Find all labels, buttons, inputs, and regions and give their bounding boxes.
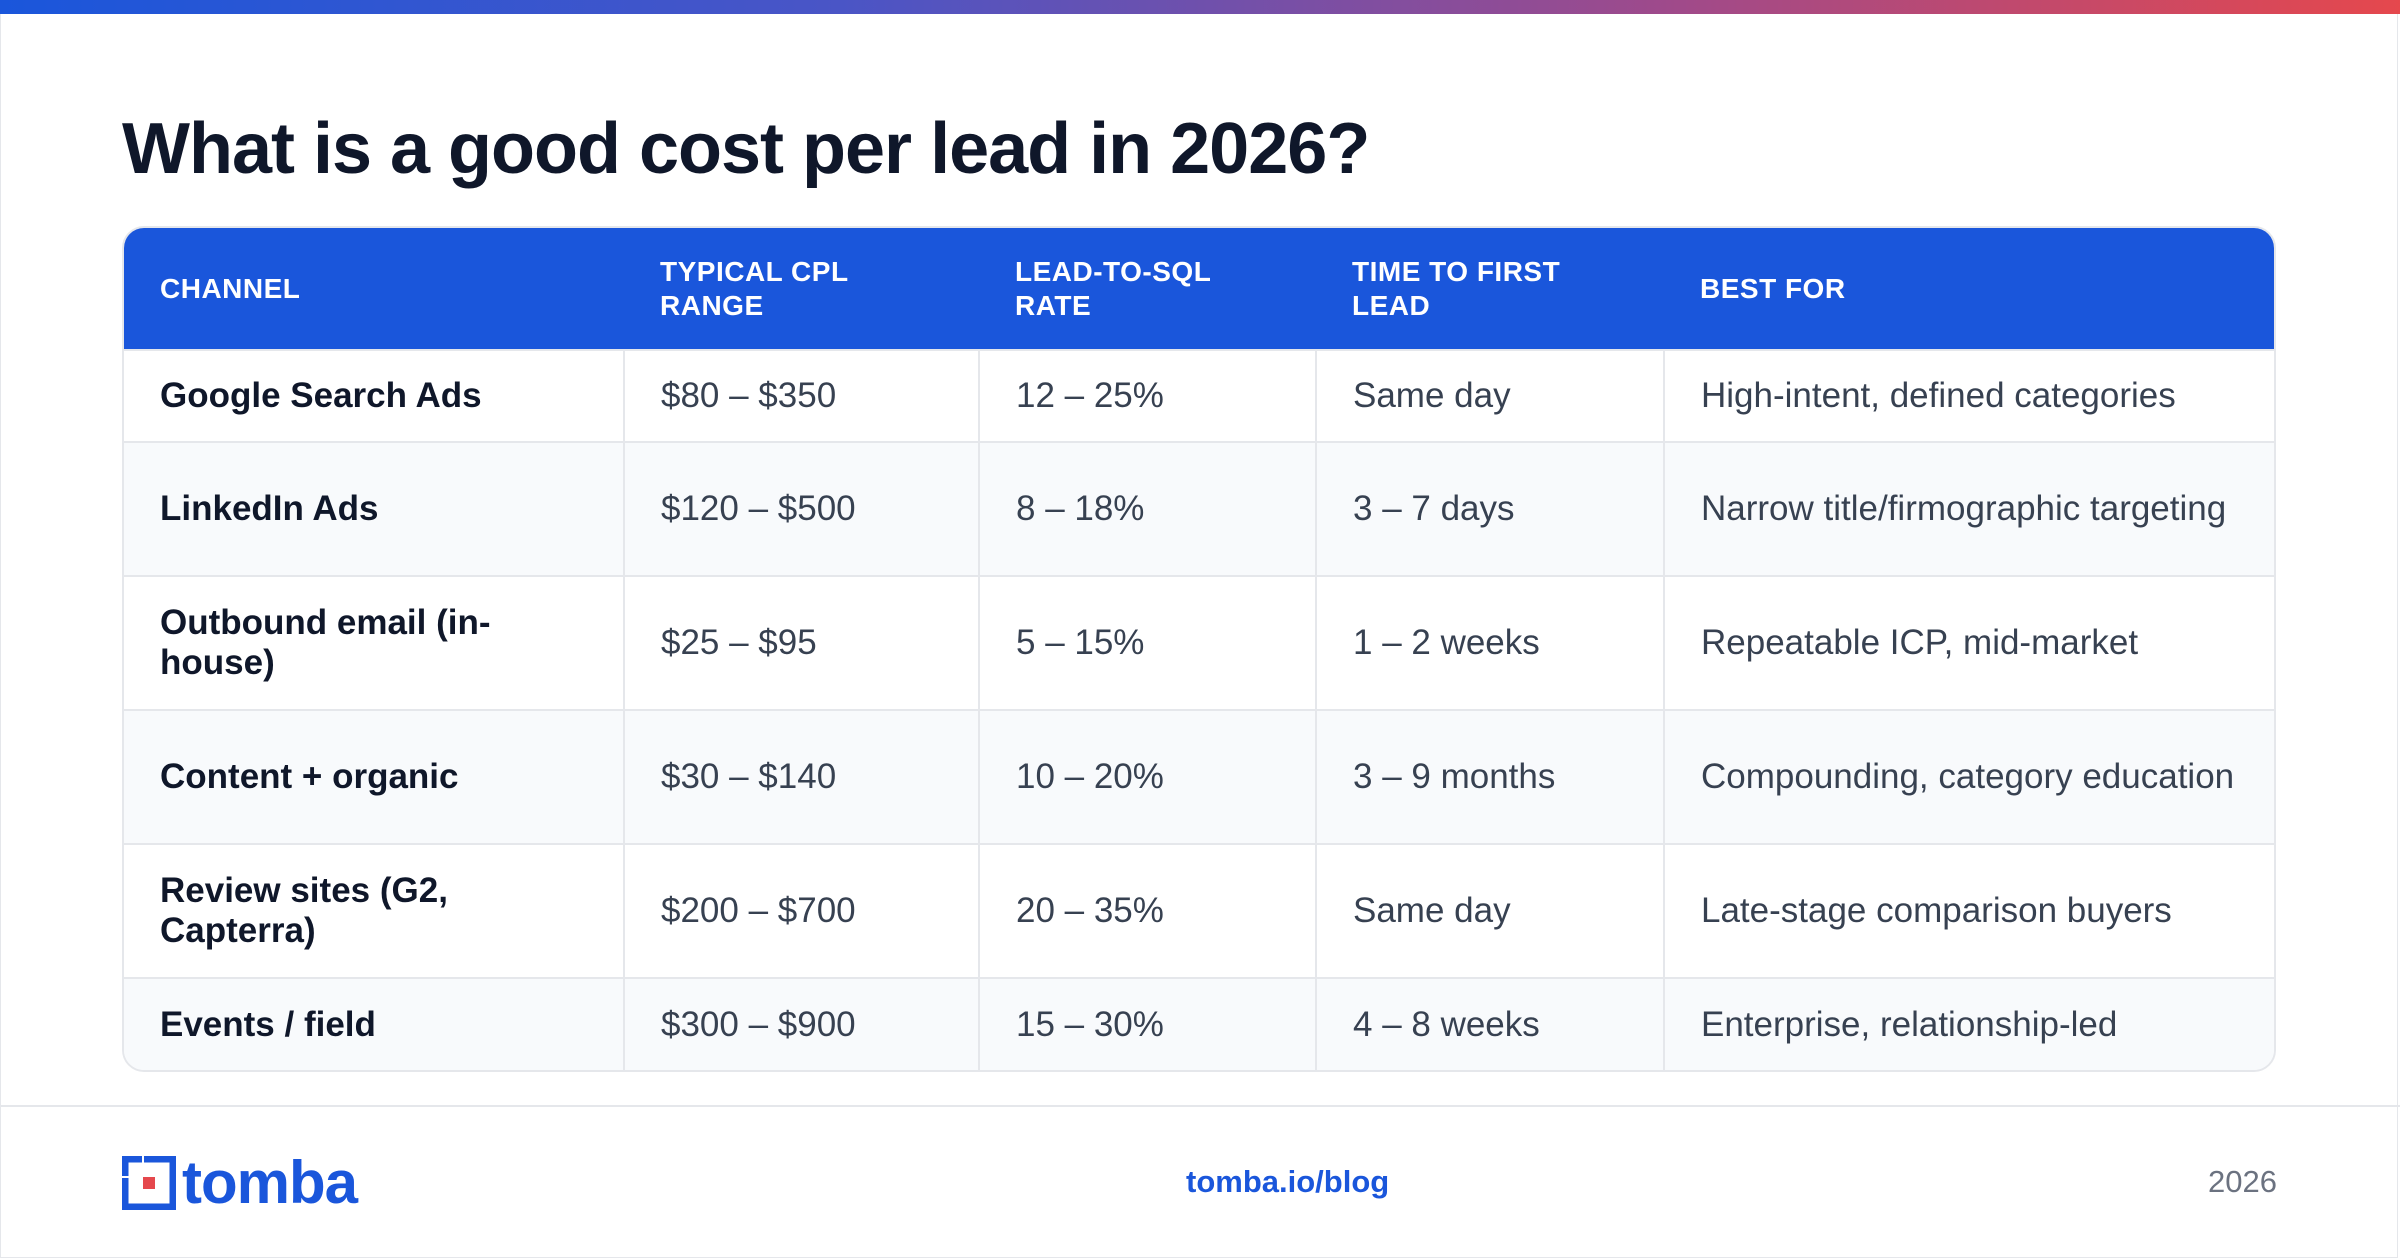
cell-lead-to-sql: 15 – 30% xyxy=(979,977,1317,1070)
header-lead-to-sql: LEAD-TO-SQL RATE xyxy=(1015,255,1211,321)
cell-channel: Events / field xyxy=(124,977,625,1070)
table-row: LinkedIn Ads $120 – $500 8 – 18% 3 – 7 d… xyxy=(124,441,2274,576)
header-best-for: BEST FOR xyxy=(1700,272,1846,304)
cell-best-for: Late-stage comparison buyers xyxy=(1664,843,2274,978)
blog-link[interactable]: tomba.io/blog xyxy=(1186,1164,1390,1199)
cell-cpl-range: $30 – $140 xyxy=(624,709,980,844)
header-time-to-first-lead: TIME TO FIRST LEAD xyxy=(1352,255,1561,321)
cell-lead-to-sql: 8 – 18% xyxy=(979,441,1317,576)
cell-best-for: Enterprise, relationship-led xyxy=(1664,977,2274,1070)
cell-time-to-first-lead: Same day xyxy=(1316,349,1665,442)
header-channel: CHANNEL xyxy=(160,272,301,304)
logo-wordmark: tomba xyxy=(182,1149,358,1216)
cell-channel: Review sites (G2, Capterra) xyxy=(124,843,625,978)
cell-cpl-range: $120 – $500 xyxy=(624,441,980,576)
table-row: Content + organic $30 – $140 10 – 20% 3 … xyxy=(124,709,2274,844)
cell-channel: Google Search Ads xyxy=(124,349,625,442)
cell-cpl-range: $80 – $350 xyxy=(624,349,980,442)
cell-cpl-range: $300 – $900 xyxy=(624,977,980,1070)
cell-cpl-range: $25 – $95 xyxy=(624,575,980,710)
footer-year: 2026 xyxy=(2208,1164,2277,1199)
table-row: Outbound email (in-house) $25 – $95 5 – … xyxy=(124,575,2274,710)
tomba-logo[interactable]: tomba xyxy=(122,1149,358,1216)
cell-time-to-first-lead: Same day xyxy=(1316,843,1665,978)
page-title: What is a good cost per lead in 2026? xyxy=(122,109,1370,189)
table-row: Review sites (G2, Capterra) $200 – $700 … xyxy=(124,843,2274,978)
cell-time-to-first-lead: 1 – 2 weeks xyxy=(1316,575,1665,710)
cpl-table: CHANNEL TYPICAL CPL RANGE LEAD-TO-SQL RA… xyxy=(124,228,2274,1070)
cell-channel: Content + organic xyxy=(124,709,625,844)
cell-best-for: High-intent, defined categories xyxy=(1664,349,2274,442)
gradient-top-bar xyxy=(0,0,2400,14)
cell-time-to-first-lead: 4 – 8 weeks xyxy=(1316,977,1665,1070)
cell-channel: Outbound email (in-house) xyxy=(124,575,625,710)
table-header-row: CHANNEL TYPICAL CPL RANGE LEAD-TO-SQL RA… xyxy=(124,228,2274,350)
cell-lead-to-sql: 20 – 35% xyxy=(979,843,1317,978)
cell-best-for: Repeatable ICP, mid-market xyxy=(1664,575,2274,710)
cell-time-to-first-lead: 3 – 9 months xyxy=(1316,709,1665,844)
cell-lead-to-sql: 12 – 25% xyxy=(979,349,1317,442)
table-row: Events / field $300 – $900 15 – 30% 4 – … xyxy=(124,977,2274,1070)
cell-lead-to-sql: 5 – 15% xyxy=(979,575,1317,710)
tomba-logo-icon xyxy=(122,1156,176,1210)
cell-best-for: Compounding, category education xyxy=(1664,709,2274,844)
cell-lead-to-sql: 10 – 20% xyxy=(979,709,1317,844)
footer-divider xyxy=(0,1105,2400,1107)
cell-cpl-range: $200 – $700 xyxy=(624,843,980,978)
table-row: Google Search Ads $80 – $350 12 – 25% Sa… xyxy=(124,349,2274,442)
cell-channel: LinkedIn Ads xyxy=(124,441,625,576)
cell-best-for: Narrow title/firmographic targeting xyxy=(1664,441,2274,576)
cpl-table-container: CHANNEL TYPICAL CPL RANGE LEAD-TO-SQL RA… xyxy=(122,226,2276,1072)
header-cpl-range: TYPICAL CPL RANGE xyxy=(660,255,849,321)
cell-time-to-first-lead: 3 – 7 days xyxy=(1316,441,1665,576)
